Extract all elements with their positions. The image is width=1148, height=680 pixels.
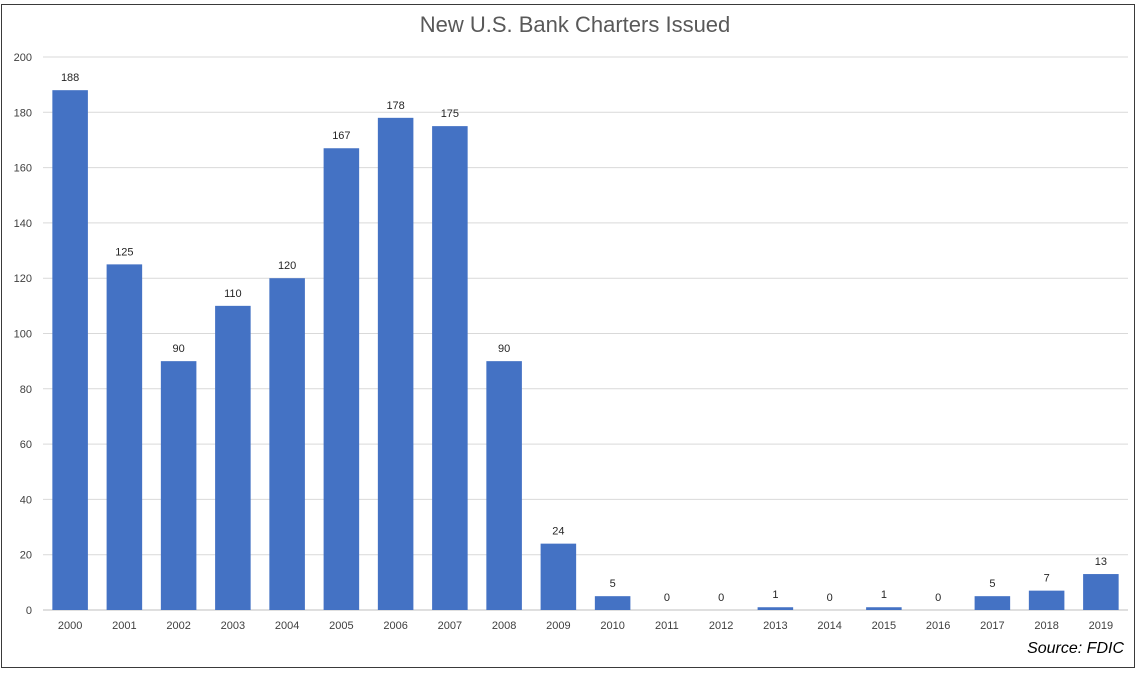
y-tick-label: 120 bbox=[14, 273, 32, 285]
x-tick-label: 2013 bbox=[763, 620, 787, 632]
x-tick-label: 2009 bbox=[546, 620, 570, 632]
data-label: 0 bbox=[718, 592, 724, 604]
y-tick-label: 200 bbox=[14, 52, 32, 64]
bar bbox=[757, 607, 794, 610]
bar bbox=[974, 596, 1011, 610]
data-label: 188 bbox=[61, 72, 79, 84]
bar bbox=[432, 126, 468, 610]
bar bbox=[52, 90, 88, 611]
x-tick-label: 2004 bbox=[275, 620, 299, 632]
data-label: 120 bbox=[278, 260, 296, 272]
bar bbox=[486, 361, 522, 610]
data-label: 125 bbox=[115, 246, 133, 258]
y-axis-ticks: 0 20 40 60 80 100 120 140 160 180 200 bbox=[14, 52, 32, 617]
x-tick-label: 2018 bbox=[1034, 620, 1058, 632]
x-tick-label: 2015 bbox=[872, 620, 896, 632]
data-label: 175 bbox=[441, 108, 459, 120]
data-label: 0 bbox=[935, 592, 941, 604]
data-label: 178 bbox=[386, 100, 404, 112]
bar bbox=[160, 361, 197, 610]
source-note: Source: FDIC bbox=[1027, 640, 1124, 657]
x-tick-label: 2003 bbox=[221, 620, 245, 632]
x-tick-label: 2011 bbox=[655, 620, 679, 632]
x-tick-label: 2016 bbox=[926, 620, 950, 632]
bar bbox=[594, 596, 631, 610]
bar bbox=[377, 117, 414, 610]
x-tick-label: 2005 bbox=[329, 620, 353, 632]
y-tick-label: 0 bbox=[26, 605, 32, 617]
bar bbox=[540, 543, 577, 610]
x-tick-label: 2006 bbox=[383, 620, 407, 632]
x-tick-label: 2014 bbox=[817, 620, 841, 632]
data-label: 5 bbox=[989, 578, 995, 590]
data-label: 1 bbox=[881, 589, 887, 601]
data-label: 167 bbox=[332, 130, 350, 142]
x-tick-label: 2012 bbox=[709, 620, 733, 632]
data-label: 90 bbox=[498, 343, 510, 355]
data-label: 110 bbox=[224, 288, 242, 300]
bar bbox=[215, 305, 251, 610]
data-label: 5 bbox=[610, 578, 616, 590]
x-tick-label: 2001 bbox=[112, 620, 136, 632]
x-tick-label: 2000 bbox=[58, 620, 82, 632]
bar bbox=[1028, 590, 1065, 610]
gridlines bbox=[43, 56, 1128, 611]
data-label: 24 bbox=[552, 526, 564, 538]
y-tick-label: 40 bbox=[20, 494, 32, 506]
x-axis-ticks: 2000 2001 2002 2003 2004 2005 2006 2007 2008 2009… bbox=[58, 620, 1113, 632]
x-tick-label: 2010 bbox=[600, 620, 624, 632]
data-label: 13 bbox=[1095, 556, 1107, 568]
bar bbox=[269, 278, 305, 610]
data-label: 90 bbox=[173, 343, 185, 355]
data-label: 0 bbox=[827, 592, 833, 604]
x-tick-label: 2008 bbox=[492, 620, 516, 632]
y-tick-label: 60 bbox=[20, 439, 32, 451]
x-tick-label: 2019 bbox=[1089, 620, 1113, 632]
x-tick-label: 2007 bbox=[438, 620, 462, 632]
y-tick-label: 160 bbox=[14, 163, 32, 175]
y-tick-label: 100 bbox=[14, 329, 32, 341]
x-tick-label: 2017 bbox=[980, 620, 1004, 632]
bar bbox=[1083, 574, 1119, 610]
data-label: 1 bbox=[772, 589, 778, 601]
bar bbox=[866, 607, 902, 610]
chart-title: New U.S. Bank Charters Issued bbox=[420, 12, 731, 37]
x-tick-label: 2002 bbox=[166, 620, 190, 632]
data-label: 0 bbox=[664, 592, 670, 604]
bars: 188 125 90 110 120 167 178 175 90 24 5 0 0 1 0 1 0 5 7 13 bbox=[52, 72, 1119, 611]
data-label: 7 bbox=[1044, 573, 1050, 585]
y-tick-label: 20 bbox=[20, 550, 32, 562]
y-tick-label: 140 bbox=[14, 218, 32, 230]
bar bbox=[106, 264, 143, 610]
bar bbox=[323, 148, 360, 610]
y-tick-label: 180 bbox=[14, 107, 32, 119]
y-tick-label: 80 bbox=[20, 384, 32, 396]
